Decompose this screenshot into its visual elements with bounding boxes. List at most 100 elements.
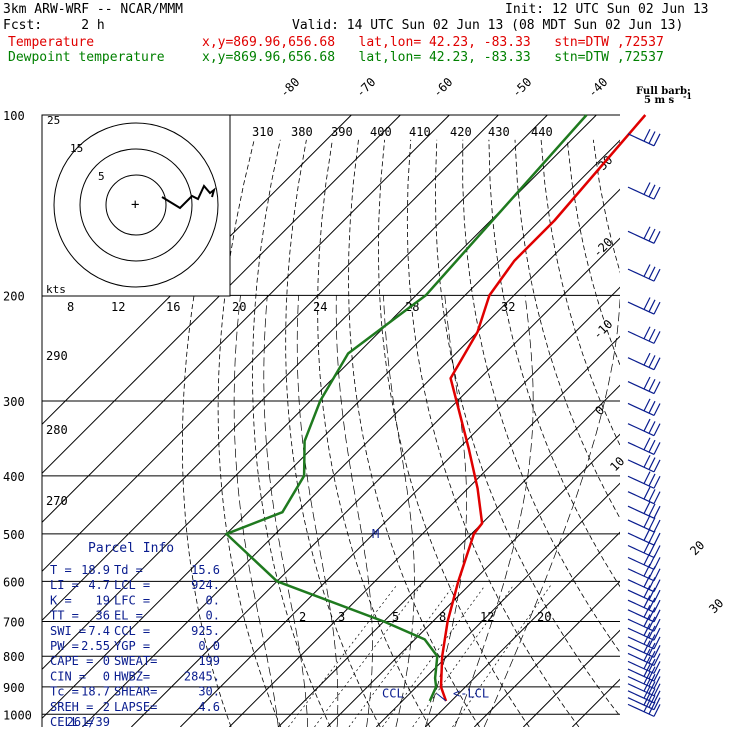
wind-barb — [627, 618, 655, 632]
wind-barb-flag — [648, 597, 656, 611]
wind-barb — [627, 690, 655, 704]
wind-barb — [627, 402, 655, 417]
dry-adiabat — [698, 140, 740, 727]
hodo-ring-label: 15 — [70, 142, 83, 155]
isotherm — [130, 237, 620, 727]
wind-barb-flag — [643, 685, 651, 699]
mixing-ratio-label: 32 — [501, 300, 515, 314]
hodo-kts-label: kts — [46, 283, 66, 296]
model-title: 3km ARW-WRF -- NCAR/MMM — [3, 2, 184, 17]
dry-adiabat-label: 410 — [409, 125, 431, 139]
parcel-info-cell: 18.7 — [81, 685, 110, 699]
isotherm-label: -50 — [509, 75, 534, 100]
moist-adiabat — [233, 295, 279, 727]
wind-barb-flag — [643, 398, 651, 412]
mixing-ratio-label: 3 — [338, 610, 345, 624]
wind-barb — [627, 544, 655, 559]
moist-adiabat — [296, 295, 339, 727]
parcel-info-cell: 0. — [206, 593, 220, 607]
wind-barb-flag — [643, 640, 651, 653]
wind-barb-flag — [643, 297, 651, 310]
dry-adiabat — [217, 139, 282, 727]
isotherm-label: -20 — [590, 235, 615, 260]
wind-barb-flag — [653, 442, 661, 455]
wind-barb-flag — [648, 650, 656, 664]
wind-barb-flag — [643, 515, 651, 528]
dry-adiabat — [488, 139, 620, 588]
wind-barb — [627, 268, 655, 282]
mixing-ratio-line — [348, 585, 454, 727]
mixing-ratio-label: 16 — [166, 300, 180, 314]
isotherm — [375, 482, 620, 727]
dry-adiabat — [514, 139, 620, 519]
parcel-info-cell: CELL = — [50, 715, 93, 729]
pressure-label: 800 — [3, 650, 25, 664]
parcel-info-cell: 30. — [198, 685, 220, 699]
wind-barb-flag — [648, 228, 656, 242]
isotherm-label: 10 — [607, 454, 627, 474]
wind-barb-flag — [648, 299, 656, 313]
temperature-curve — [439, 114, 647, 702]
dewpoint-legend: Dewpoint temperature — [8, 50, 165, 65]
dry-adiabat — [540, 139, 620, 447]
wind-barb-flag — [643, 632, 651, 645]
wind-barb-flag — [643, 563, 651, 577]
parcel-info-cell: 2845. — [184, 669, 220, 683]
wind-barb-flag — [653, 636, 661, 650]
mixing-ratio-line — [382, 585, 486, 727]
pressure-label: 100 — [3, 109, 25, 123]
init-time: Init: 12 UTC Sun 02 Jun 13 — [505, 2, 709, 17]
wind-barb-flag — [653, 301, 661, 315]
wind-barb-flag — [648, 379, 656, 392]
wind-barb-flag — [643, 352, 651, 366]
moist-adiabat — [383, 295, 415, 727]
isotherm — [326, 433, 620, 727]
parcel-info-cell: LI = — [50, 578, 79, 592]
wind-barb-flag — [643, 454, 651, 468]
wind-barb-flag — [643, 664, 651, 677]
parcel-info-cell: 4.6 — [198, 700, 220, 714]
isotherm-label: -70 — [353, 75, 378, 100]
wind-barb-flag — [643, 574, 651, 588]
hodo-ring-label: 5 — [98, 170, 105, 183]
wind-barb — [627, 627, 655, 641]
barb-note: Full barb: — [636, 86, 691, 97]
mixing-ratio-line — [452, 585, 551, 727]
wind-barb-flag — [643, 486, 651, 500]
wind-barb-flag — [643, 699, 651, 713]
wind-barb-flag — [643, 648, 651, 662]
wind-barb-flag — [643, 501, 651, 514]
wind-barb-flag — [643, 326, 651, 340]
wind-barb-flag — [653, 704, 661, 717]
dry-adiabat — [181, 139, 232, 727]
hodograph: 25 15 5 + kts — [41, 114, 231, 297]
wind-barb — [627, 357, 655, 371]
wind-barb — [627, 519, 655, 533]
wind-barb-flag — [653, 133, 661, 147]
dry-adiabat — [592, 139, 620, 274]
moist-adiabat — [263, 295, 309, 727]
theta-label: 280 — [46, 423, 68, 437]
wind-barb-flag — [648, 688, 656, 701]
wind-barb-flag — [648, 266, 656, 280]
hodo-ring-label: 25 — [47, 114, 60, 127]
wind-barb-flag — [648, 642, 656, 656]
wind-barb — [627, 636, 655, 650]
parcel-info-cell: 199 — [198, 654, 220, 668]
pressure-label: 1000 — [3, 708, 32, 722]
hodograph-trace — [161, 184, 216, 210]
mixing-ratio-label: 24 — [313, 300, 327, 314]
wind-barb-flag — [648, 566, 656, 579]
wind-barb — [627, 609, 655, 623]
wind-barb-flag — [653, 505, 661, 519]
isotherm — [42, 115, 450, 524]
wind-barb-flag — [643, 614, 651, 627]
wind-barb — [627, 556, 655, 570]
mixing-ratio-label: 2 — [299, 610, 306, 624]
parcel-info-cell: SREH = — [50, 700, 93, 714]
wind-barb-flag — [653, 475, 661, 489]
dry-adiabat — [566, 139, 620, 367]
wind-barb-flag — [648, 695, 656, 708]
wind-barb — [627, 703, 655, 717]
wind-barb-flag — [653, 403, 661, 416]
